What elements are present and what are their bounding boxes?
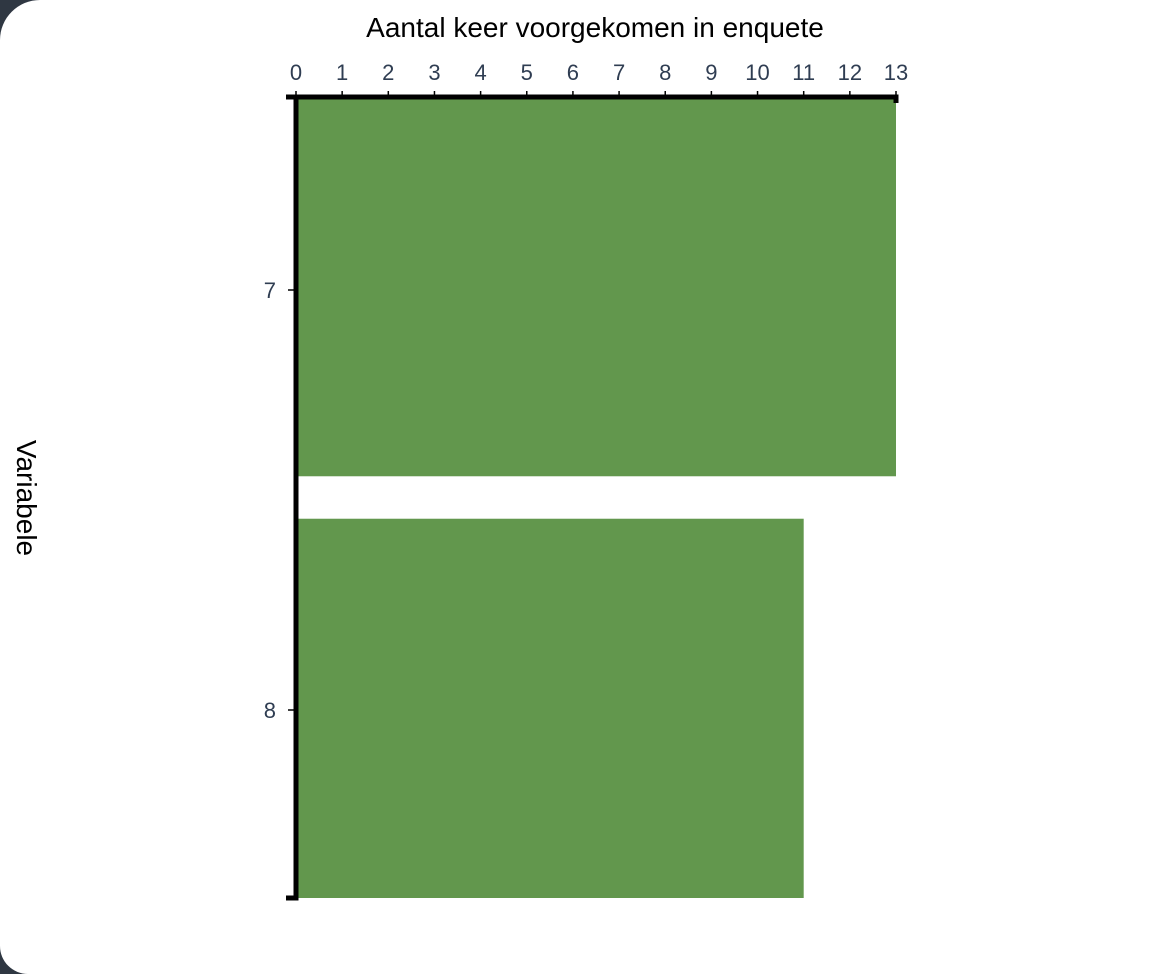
x-tick-label-3: 3 (428, 60, 440, 85)
bar-8 (296, 518, 804, 898)
x-tick-label-13: 13 (884, 60, 908, 85)
y-tick-label-8: 8 (264, 698, 276, 723)
y-tick-label-7: 7 (264, 278, 276, 303)
y-axis-title: Variabele (11, 440, 42, 556)
x-tick-label-6: 6 (567, 60, 579, 85)
x-tick-label-2: 2 (382, 60, 394, 85)
y-axis: 78 (264, 94, 299, 901)
x-axis-title: Aantal keer voorgekomen in enquete (366, 12, 824, 43)
y-axis-line (286, 94, 299, 901)
x-tick-label-4: 4 (474, 60, 486, 85)
x-tick-label-11: 11 (792, 60, 815, 85)
x-tick-label-1: 1 (336, 60, 348, 85)
x-tick-label-9: 9 (705, 60, 717, 85)
x-tick-label-12: 12 (838, 60, 862, 85)
bars-group (296, 97, 896, 898)
bar-7 (296, 97, 896, 477)
x-tick-label-5: 5 (521, 60, 533, 85)
x-tick-label-10: 10 (745, 60, 769, 85)
x-tick-label-7: 7 (613, 60, 625, 85)
x-tick-label-0: 0 (290, 60, 302, 85)
x-tick-label-8: 8 (659, 60, 671, 85)
x-axis: 0 1 2 3 4 5 6 7 8 9 10 11 12 13 (290, 60, 908, 103)
